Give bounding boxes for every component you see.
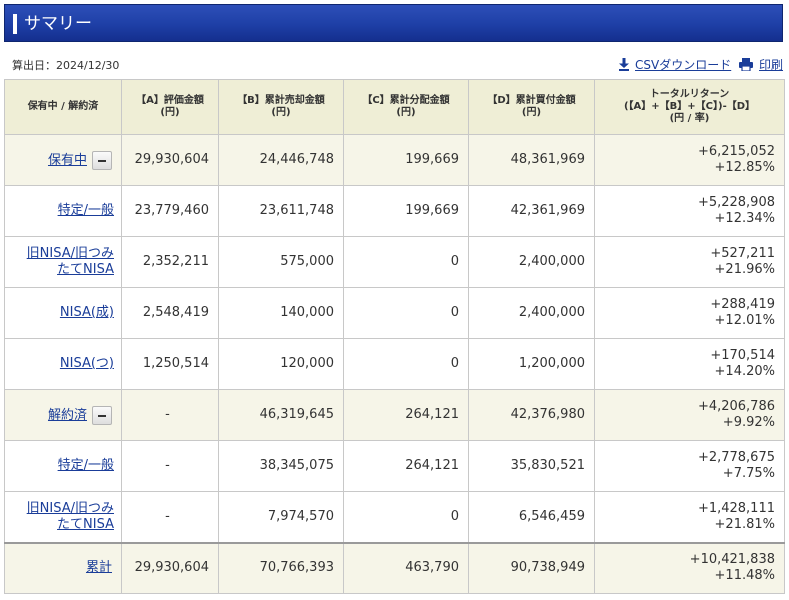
valuation-cell: - [121, 491, 219, 543]
tokutei-ippan-link[interactable]: 特定/一般 [57, 203, 114, 218]
nisa-tsumitate-link[interactable]: NISA(つ) [59, 356, 114, 371]
total-return-cell: +10,421,838 +11.48% [594, 541, 785, 594]
tokutei-ippan-closed-link[interactable]: 特定/一般 [57, 458, 114, 473]
total-return-cell: +2,778,675 +7.75% [594, 440, 785, 492]
sold-cell: 140,000 [218, 287, 344, 339]
dividend-cell: 0 [343, 236, 469, 288]
col-header-total-return: トータルリターン (【A】+【B】+【C】)-【D】 (円 / 率) [594, 79, 785, 135]
row-label-cell: 旧NISA/旧つみ たてNISA [4, 491, 122, 543]
purchased-cell: 1,200,000 [468, 338, 595, 390]
valuation-cell: - [121, 389, 219, 441]
col-header-dividend: 【C】累計分配金額 (円) [343, 79, 469, 135]
col-header-status: 保有中 / 解約済 [4, 79, 122, 135]
col-header-purchased: 【D】累計買付金額 (円) [468, 79, 595, 135]
purchased-cell: 42,376,980 [468, 389, 595, 441]
dividend-cell: 199,669 [343, 134, 469, 186]
table-row-holding: 保有中 29,930,604 24,446,748 199,669 48,361… [4, 134, 785, 186]
table-row: 特定/一般 - 38,345,075 264,121 35,830,521 +2… [4, 440, 785, 492]
table-row: 旧NISA/旧つみ たてNISA 2,352,211 575,000 0 2,40… [4, 236, 785, 288]
table-row: 旧NISA/旧つみ たてNISA - 7,974,570 0 6,546,459 … [4, 491, 785, 543]
col-header-valuation: 【A】評価金額 (円) [121, 79, 219, 135]
print-link[interactable]: 印刷 [739, 56, 783, 73]
holding-link[interactable]: 保有中 [47, 152, 87, 168]
dividend-cell: 264,121 [343, 389, 469, 441]
sold-cell: 7,974,570 [218, 491, 344, 543]
total-return-cell: +4,206,786 +9.92% [594, 389, 785, 441]
print-label: 印刷 [759, 58, 784, 72]
purchased-cell: 2,400,000 [468, 287, 595, 339]
table-row: NISA(つ) 1,250,514 120,000 0 1,200,000 +1… [4, 338, 785, 390]
old-nisa-link[interactable]: 旧NISA/旧つみ たてNISA [26, 246, 114, 277]
table-row: NISA(成) 2,548,419 140,000 0 2,400,000 +2… [4, 287, 785, 339]
calculation-date: 算出日：2024/12/30 [12, 59, 120, 72]
row-label-cell: 旧NISA/旧つみ たてNISA [4, 236, 122, 288]
row-label-cell: NISA(つ) [4, 338, 122, 390]
sold-cell: 24,446,748 [218, 134, 344, 186]
table-row: 特定/一般 23,779,460 23,611,748 199,669 42,3… [4, 185, 785, 237]
table-row-closed: 解約済 - 46,319,645 264,121 42,376,980 +4,2… [4, 389, 785, 441]
row-label-cell: 解約済 [4, 389, 122, 441]
sold-cell: 38,345,075 [218, 440, 344, 492]
section-title: サマリー [24, 14, 92, 34]
dividend-cell: 199,669 [343, 185, 469, 237]
row-label-cell: 特定/一般 [4, 440, 122, 492]
dividend-cell: 264,121 [343, 440, 469, 492]
total-return-cell: +1,428,111 +21.81% [594, 491, 785, 543]
sold-cell: 23,611,748 [218, 185, 344, 237]
valuation-cell: 1,250,514 [121, 338, 219, 390]
valuation-cell: 29,930,604 [121, 134, 219, 186]
row-label-cell: NISA(成) [4, 287, 122, 339]
purchased-cell: 2,400,000 [468, 236, 595, 288]
sold-cell: 46,319,645 [218, 389, 344, 441]
total-return-cell: +6,215,052 +12.85% [594, 134, 785, 186]
total-return-cell: +5,228,908 +12.34% [594, 185, 785, 237]
sold-cell: 70,766,393 [218, 541, 344, 594]
total-link[interactable]: 累計 [85, 560, 112, 576]
nisa-growth-link[interactable]: NISA(成) [59, 305, 114, 320]
valuation-cell: 2,352,211 [121, 236, 219, 288]
csv-download-label: CSVダウンロード [635, 58, 732, 72]
col-header-sold: 【B】累計売却金額 (円) [218, 79, 344, 135]
csv-download-link[interactable]: CSVダウンロード [619, 56, 731, 73]
purchased-cell: 42,361,969 [468, 185, 595, 237]
purchased-cell: 90,738,949 [468, 541, 595, 594]
dividend-cell: 0 [343, 491, 469, 543]
row-label-cell: 保有中 [4, 134, 122, 186]
total-return-cell: +288,419 +12.01% [594, 287, 785, 339]
dividend-cell: 463,790 [343, 541, 469, 594]
old-nisa-closed-link[interactable]: 旧NISA/旧つみ たてNISA [26, 500, 114, 532]
valuation-cell: - [121, 440, 219, 492]
table-row-total: 累計 29,930,604 70,766,393 463,790 90,738,… [4, 541, 785, 594]
table-header-row: 保有中 / 解約済 【A】評価金額 (円) 【B】累計売却金額 (円) 【C】累計分… [4, 79, 785, 135]
dividend-cell: 0 [343, 287, 469, 339]
valuation-cell: 29,930,604 [121, 541, 219, 594]
sold-cell: 120,000 [218, 338, 344, 390]
row-label-cell: 累計 [4, 541, 122, 594]
purchased-cell: 35,830,521 [468, 440, 595, 492]
row-label-cell: 特定/一般 [4, 185, 122, 237]
valuation-cell: 2,548,419 [121, 287, 219, 339]
valuation-cell: 23,779,460 [121, 185, 219, 237]
printer-icon [739, 58, 753, 72]
summary-table: 保有中 / 解約済 【A】評価金額 (円) 【B】累計売却金額 (円) 【C】累計分… [4, 79, 785, 594]
purchased-cell: 6,546,459 [468, 491, 595, 543]
section-header: サマリー [4, 4, 783, 42]
collapse-holding-button[interactable] [92, 150, 112, 170]
download-icon [619, 58, 629, 71]
sold-cell: 575,000 [218, 236, 344, 288]
collapse-closed-button[interactable] [92, 405, 112, 425]
total-return-cell: +170,514 +14.20% [594, 338, 785, 390]
dividend-cell: 0 [343, 338, 469, 390]
total-return-cell: +527,211 +21.96% [594, 236, 785, 288]
closed-link[interactable]: 解約済 [47, 407, 87, 423]
header-accent-bar [13, 14, 17, 34]
purchased-cell: 48,361,969 [468, 134, 595, 186]
